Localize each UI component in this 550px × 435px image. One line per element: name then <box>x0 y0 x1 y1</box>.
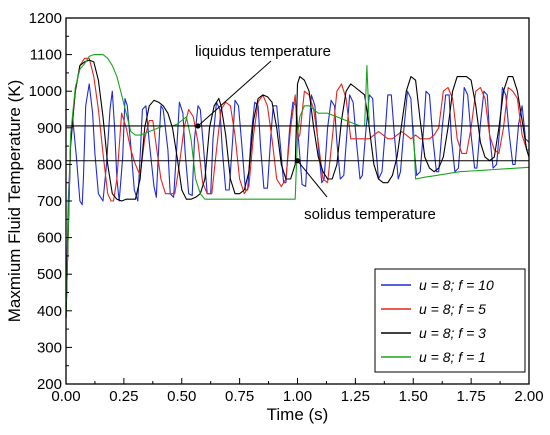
y-tick-label: 1100 <box>30 47 62 64</box>
x-tick-label: 0.00 <box>51 388 80 405</box>
legend-entry: u = 8; f = 5 <box>419 301 486 317</box>
x-tick-label: 1.75 <box>457 388 486 405</box>
y-tick-label: 900 <box>37 120 62 137</box>
annotation-solidus: solidus temperature <box>304 206 436 223</box>
x-tick-label: 0.25 <box>109 388 138 405</box>
annotation-liquidus: liquidus temperature <box>195 43 331 60</box>
x-tick-label: 1.25 <box>341 388 370 405</box>
axis-ticks: 0.00 0.25 0.50 0.75 1.00 1.25 1.50 1.75 2.00 200 3… <box>29 10 544 405</box>
legend-entry: u = 8; f = 1 <box>419 349 486 365</box>
x-tick-label: 1.00 <box>283 388 312 405</box>
annotation-leader <box>297 160 328 198</box>
y-tick-label: 700 <box>37 193 62 210</box>
y-tick-label: 1200 <box>29 10 62 27</box>
y-tick-label: 600 <box>37 230 62 247</box>
y-tick-label: 400 <box>37 303 62 320</box>
legend-entry: u = 8; f = 10 <box>419 277 494 293</box>
y-tick-label: 1000 <box>29 83 62 100</box>
x-tick-label: 0.75 <box>225 388 254 405</box>
y-tick-label: 500 <box>37 266 62 283</box>
y-tick-label: 800 <box>37 156 62 173</box>
annotations: liquidus temperature solidus temperature <box>195 43 436 223</box>
legend: u = 8; f = 10 u = 8; f = 5 u = 8; f = 3 u =… <box>374 268 526 373</box>
x-tick-label: 1.50 <box>399 388 428 405</box>
x-tick-label: 0.50 <box>167 388 196 405</box>
y-tick-label: 200 <box>37 376 62 393</box>
series-line-1 <box>65 83 530 319</box>
y-tick-label: 300 <box>37 339 62 356</box>
annotation-leader <box>197 60 272 127</box>
y-axis-label: Maxmium Fluid Temperature (K) <box>5 80 24 322</box>
legend-entry: u = 8; f = 3 <box>419 325 486 341</box>
legend-box <box>374 268 526 373</box>
plot-series <box>65 54 530 319</box>
x-axis-label: Time (s) <box>267 405 329 424</box>
x-tick-label: 2.00 <box>514 388 543 405</box>
series-line-3 <box>65 59 530 319</box>
annotation-dot <box>195 123 201 129</box>
annotation-dot <box>294 158 301 164</box>
